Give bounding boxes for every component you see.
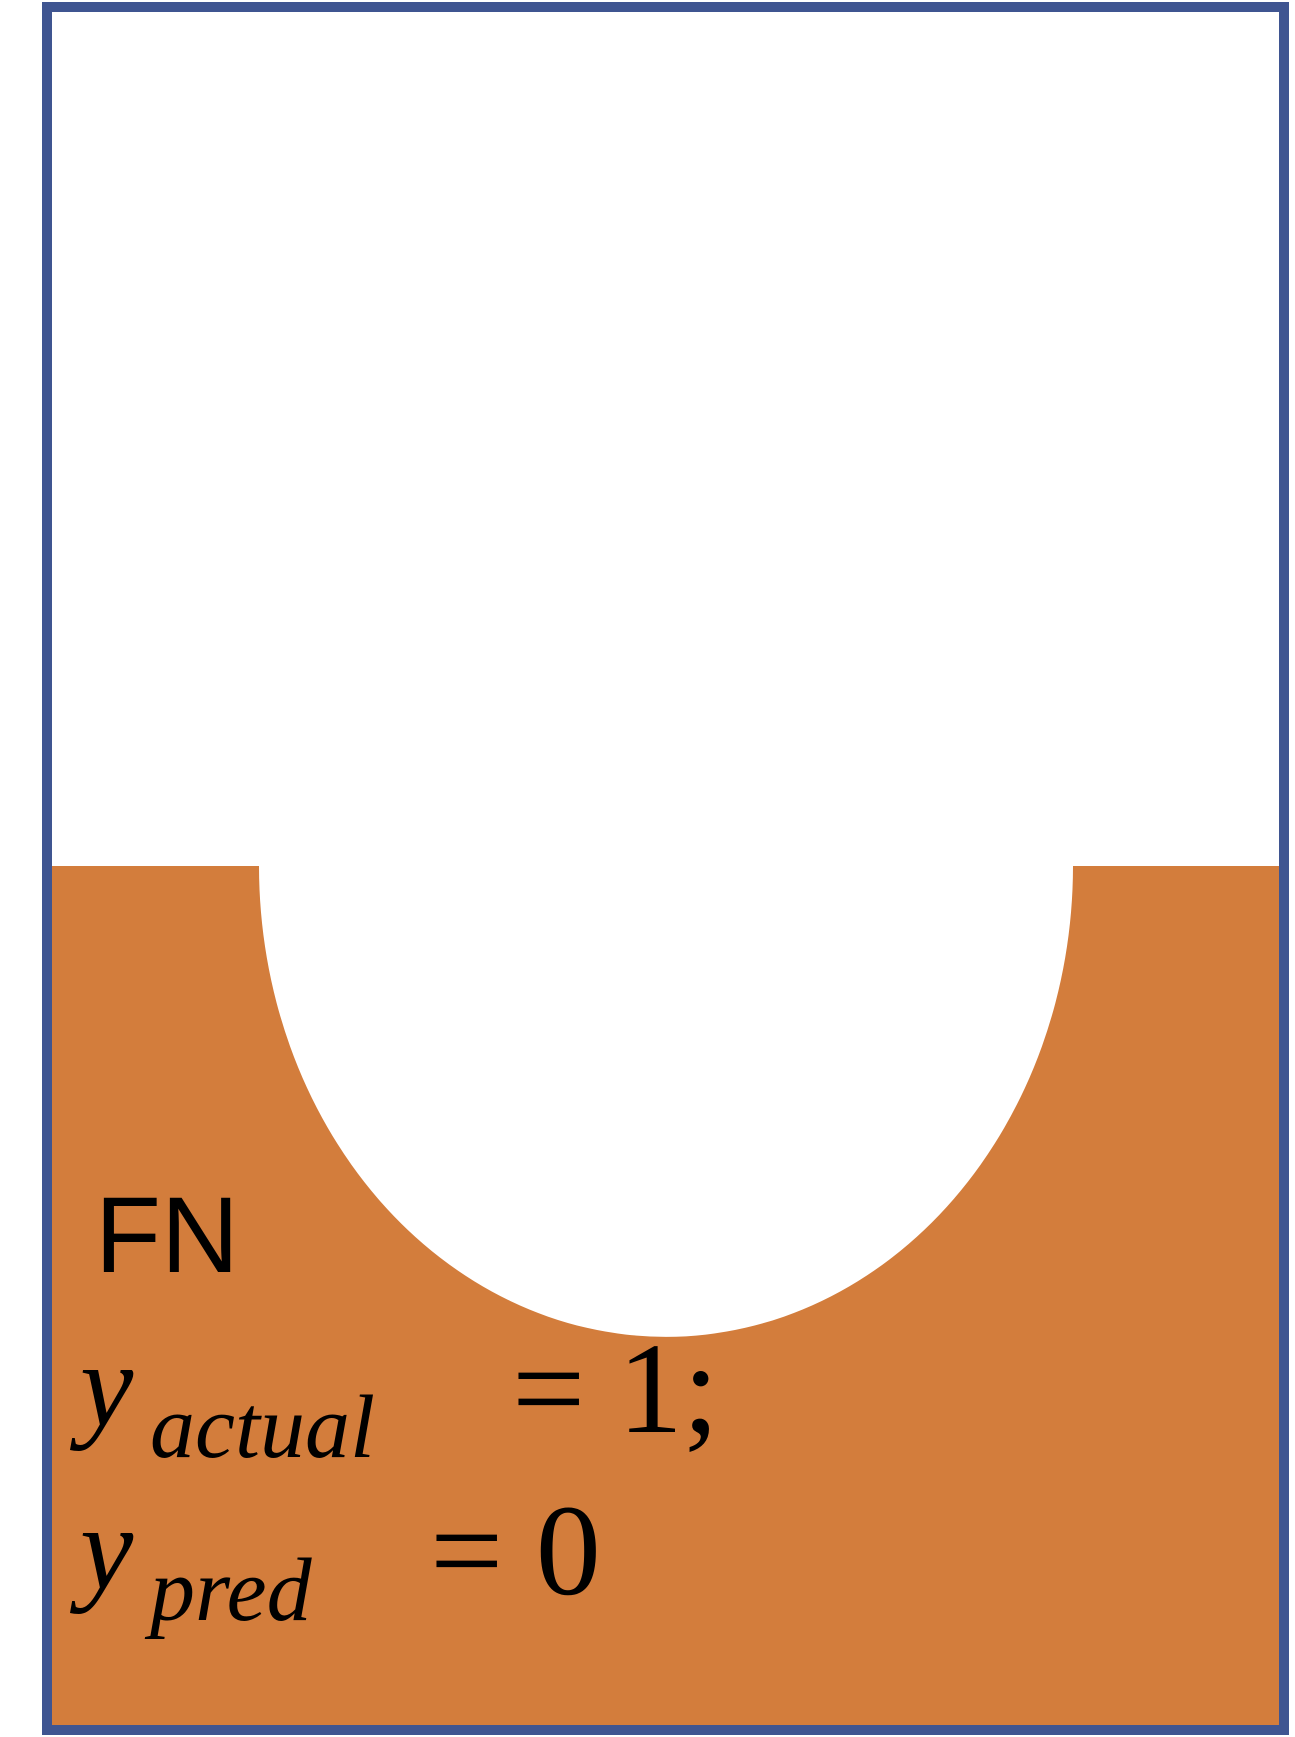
eq2-variable: y	[69, 1481, 134, 1614]
eq2-subscript: pred	[144, 1541, 313, 1640]
eq1-subscript: actual	[150, 1378, 375, 1477]
positive-region-notch	[259, 866, 1073, 1337]
frame-border	[42, 2, 1289, 1735]
eq1-rhs: = 1;	[512, 1317, 719, 1461]
fn-label: FN	[95, 1174, 239, 1295]
eq2-rhs: = 0	[430, 1479, 601, 1623]
equation-actual: y actual = 1;	[69, 1317, 719, 1477]
eq1-variable: y	[69, 1318, 134, 1451]
equation-pred: y pred = 0	[69, 1479, 601, 1640]
